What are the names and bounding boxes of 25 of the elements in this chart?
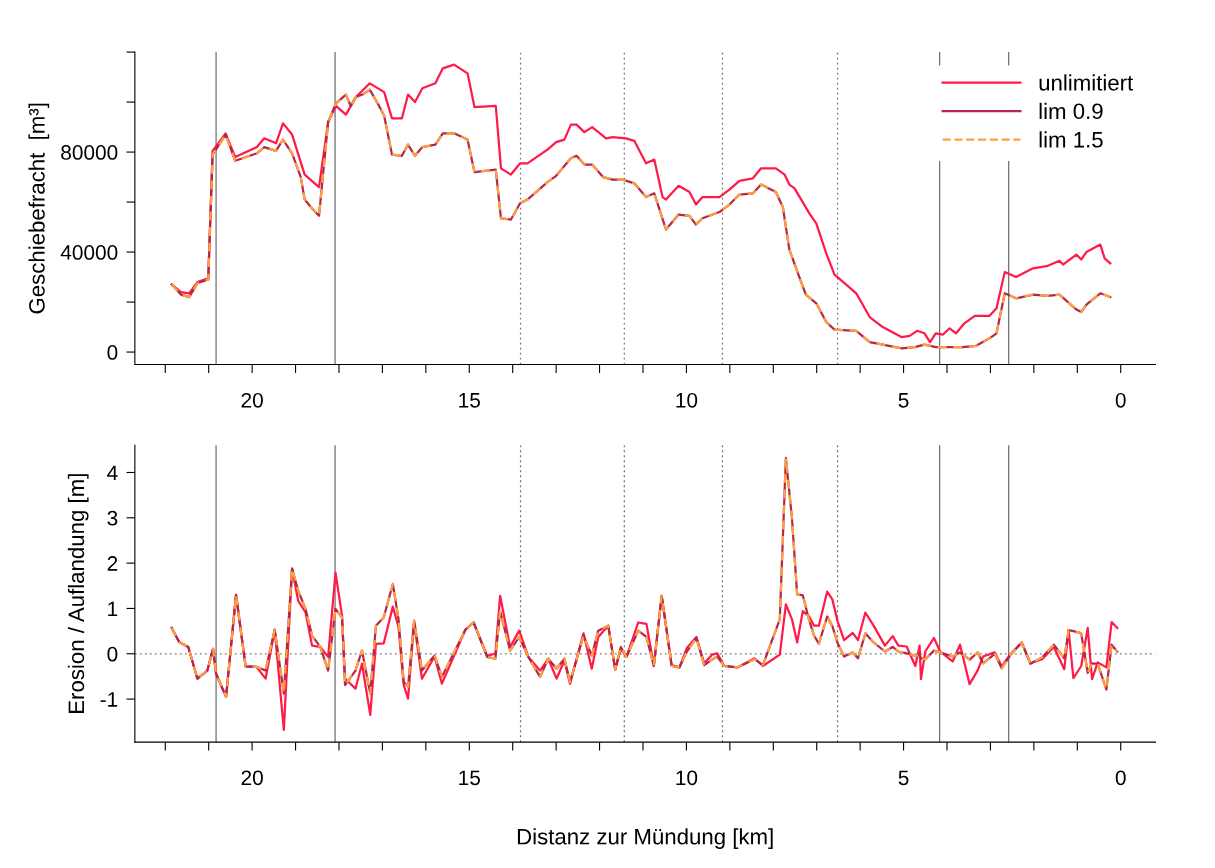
y-tick-label: -1: [100, 692, 118, 707]
x-tick-label: 15: [459, 393, 480, 408]
y-tick-label: 0: [107, 646, 118, 662]
legend-label: unlimitiert: [1039, 74, 1134, 91]
x-tick-label: 20: [241, 770, 263, 786]
x-tick-label: 0: [1115, 392, 1126, 408]
y-tick-label: 80000: [61, 145, 118, 160]
y-tick-label: 3: [107, 510, 118, 526]
y-tick-label: 2: [107, 556, 118, 571]
y-tick-label: 40000: [60, 245, 118, 260]
x-tick-label: 10: [676, 392, 698, 408]
y-tick-label: 1: [108, 601, 118, 616]
legend-label: lim 0.9: [1039, 102, 1103, 120]
legend-label: lim 1.5: [1039, 131, 1103, 148]
x-tick-label: 5: [898, 393, 909, 408]
y-tick-label: 0: [107, 345, 118, 360]
y-tick-label: 4: [107, 465, 118, 481]
x-axis-title: Distanz zur Mündung [km]: [517, 828, 773, 849]
x-tick-label: 15: [459, 770, 480, 786]
x-tick-label: 0: [1115, 770, 1126, 786]
y-axis-title: Erosion / Auflandung [m]: [67, 474, 89, 713]
x-tick-label: 20: [241, 392, 263, 408]
x-tick-label: 5: [898, 770, 909, 786]
x-tick-label: 10: [676, 770, 698, 786]
y-axis-title: Geschiebefracht [m³]: [28, 103, 50, 314]
